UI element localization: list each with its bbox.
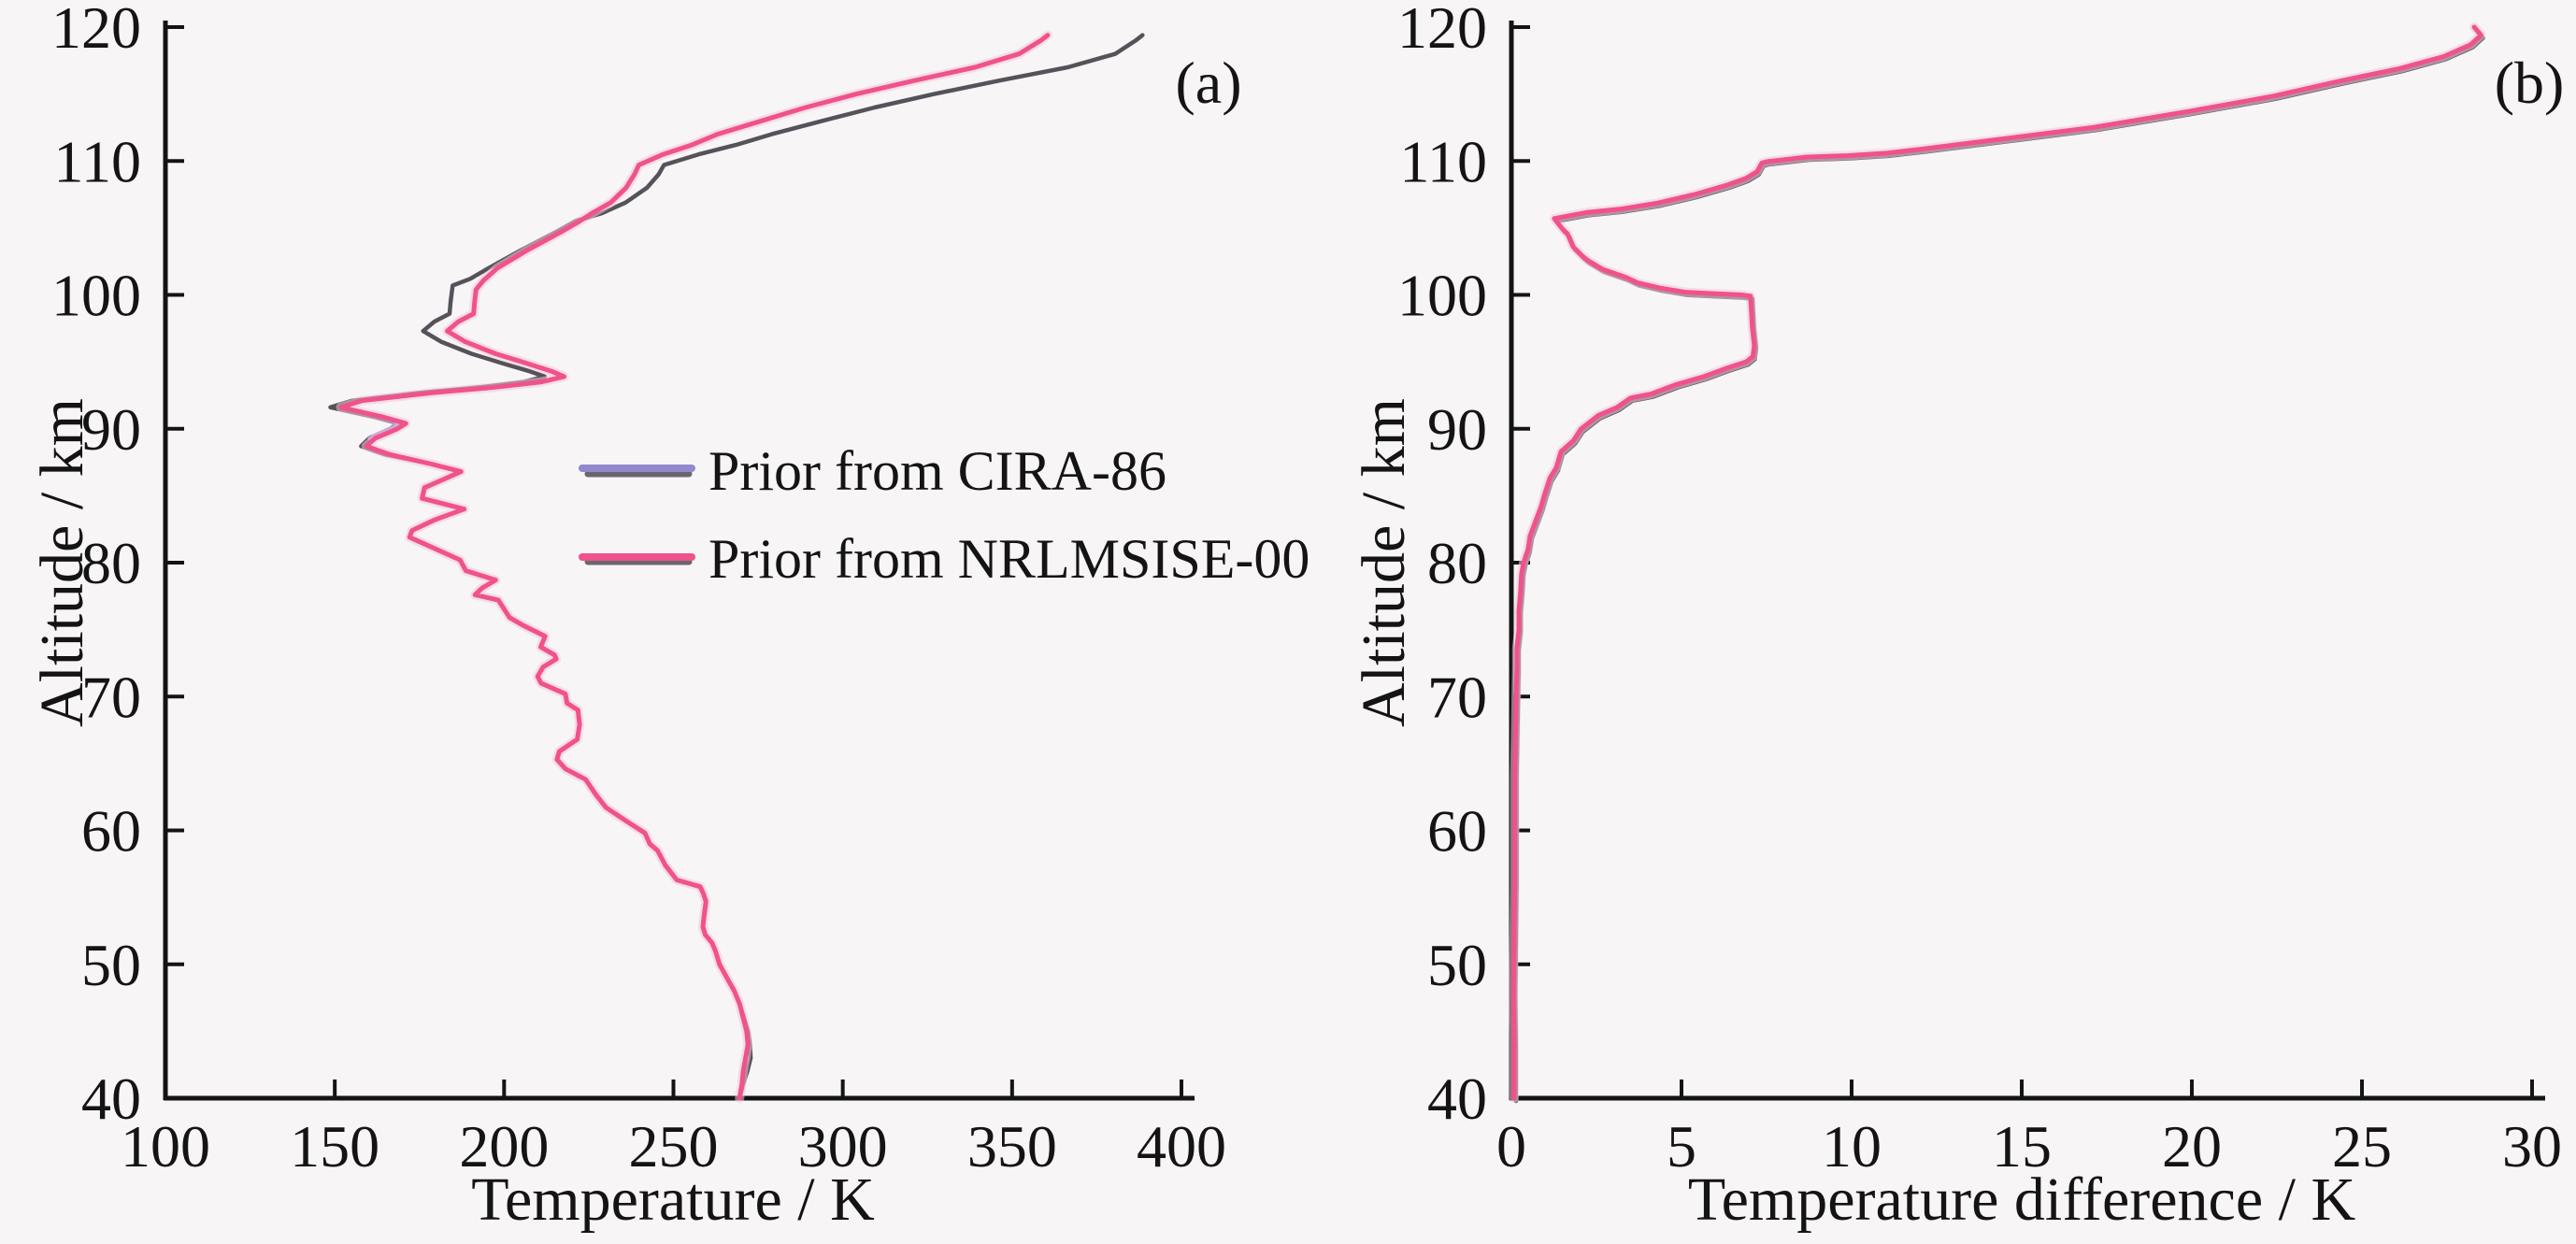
legend: Prior from CIRA-86 Prior from NRLMSISE-0… — [579, 440, 1309, 590]
y-tick-label: 70 — [1427, 664, 1487, 730]
y-tick-label: 50 — [81, 932, 141, 998]
y-tick-label: 80 — [1427, 530, 1487, 596]
x-tick-label: 150 — [290, 1113, 379, 1180]
y-tick-label: 100 — [51, 263, 141, 329]
legend-label-nrlmsise: Prior from NRLMSISE-00 — [708, 528, 1309, 590]
series-halo-line — [1509, 22, 2486, 1103]
y-tick-label: 110 — [53, 128, 141, 194]
x-tick-label: 0 — [1496, 1113, 1526, 1180]
series-line-temperature-difference — [1510, 24, 2483, 1101]
x-tick-label: 250 — [629, 1113, 719, 1180]
y-tick-label: 90 — [81, 396, 141, 463]
y-tick-label: 120 — [1397, 0, 1487, 61]
y-tick-label: 90 — [1427, 396, 1487, 463]
y-tick-label: 100 — [1397, 263, 1487, 329]
x-tick-label: 5 — [1667, 1113, 1696, 1180]
x-tick-label: 20 — [2162, 1113, 2222, 1180]
series-line-prior-from-nrlmsise-00 — [338, 33, 1051, 1101]
x-tick-label: 10 — [1822, 1113, 1882, 1180]
panel-a-yaxis-title: Altitude / km — [28, 398, 96, 727]
panel-b-label: (b) — [2495, 50, 2565, 116]
y-tick-label: 120 — [51, 0, 141, 61]
x-tick-label: 30 — [2502, 1113, 2562, 1180]
legend-label-cira: Prior from CIRA-86 — [708, 440, 1166, 502]
panel-a-xaxis-title: Temperature / K — [471, 1165, 875, 1234]
y-tick-label: 40 — [81, 1065, 141, 1132]
y-tick-label: 60 — [1427, 798, 1487, 865]
panel-b-yaxis-title: Altitude / km — [1350, 398, 1418, 727]
y-tick-label: 110 — [1399, 128, 1487, 194]
panel-a: 100 150 200 250 300 350 400 40 50 60 70 80 90 100 110 1… — [51, 0, 1226, 1180]
x-tick-label: 200 — [459, 1113, 549, 1180]
x-tick-label: 350 — [967, 1113, 1057, 1180]
y-tick-label: 70 — [81, 664, 141, 730]
y-tick-label: 40 — [1427, 1065, 1487, 1132]
x-tick-label: 25 — [2332, 1113, 2392, 1180]
x-tick-label: 400 — [1137, 1113, 1226, 1180]
panel-b: 0 5 10 15 20 25 30 40 50 60 70 80 90 100 110 120 — [1397, 0, 2562, 1180]
y-tick-label: 60 — [81, 798, 141, 865]
panel-b-xaxis-title: Temperature difference / K — [1688, 1165, 2355, 1234]
panel-a-label: (a) — [1175, 50, 1241, 116]
y-tick-label: 80 — [81, 530, 141, 596]
y-tick-label: 50 — [1427, 932, 1487, 998]
x-tick-label: 100 — [121, 1113, 210, 1180]
x-tick-label: 300 — [798, 1113, 888, 1180]
series-shadow-line — [1512, 27, 2485, 1104]
x-tick-label: 15 — [1992, 1113, 2052, 1180]
